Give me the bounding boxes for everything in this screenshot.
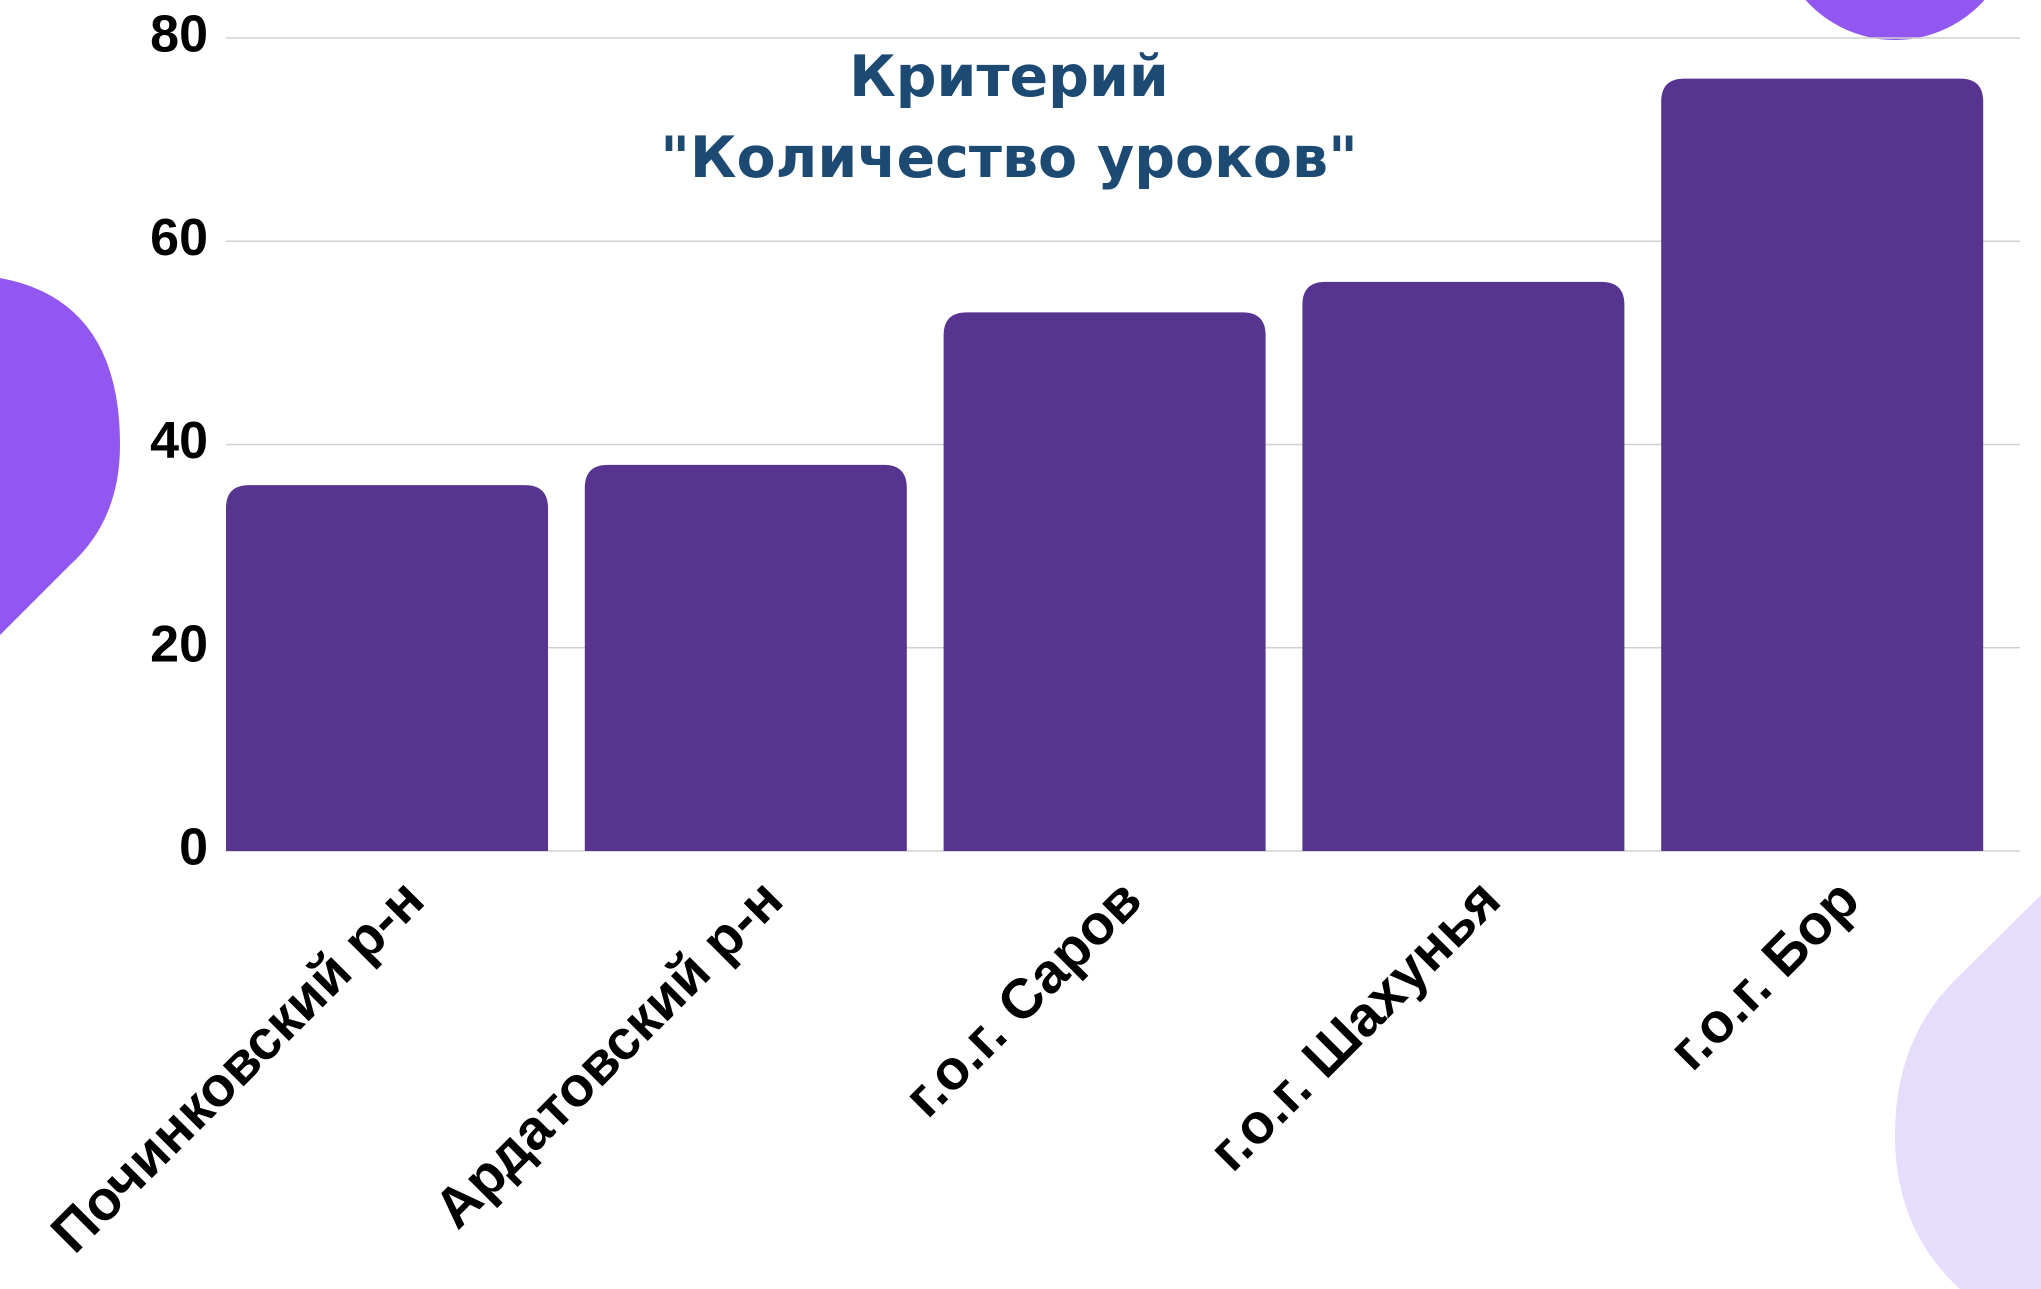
chart-title: "Количество уроков"	[660, 125, 1358, 191]
bar	[1302, 281, 1625, 851]
x-tick-label: Ардатовский р-н	[422, 867, 795, 1240]
y-tick-label: 40	[150, 412, 208, 470]
y-tick-label: 20	[150, 615, 208, 673]
y-tick-label: 80	[150, 6, 208, 64]
x-tick-label: Починковский р-н	[38, 867, 435, 1264]
chart-title: Критерий	[849, 44, 1169, 110]
bar	[1661, 78, 1984, 851]
decor-blob	[0, 278, 120, 635]
x-tick-label: г.о.г. Бор	[1656, 867, 1871, 1082]
x-tick-label: г.о.г. Шахунья	[1196, 867, 1512, 1183]
bar	[584, 464, 907, 851]
y-tick-label: 60	[150, 209, 208, 267]
x-tick-label: г.о.г. Саров	[891, 867, 1153, 1129]
bar	[943, 312, 1266, 851]
bar	[226, 485, 548, 851]
decor-blob	[1895, 895, 2041, 1289]
y-tick-label: 0	[179, 819, 208, 877]
decor-circle	[1805, 0, 1985, 40]
